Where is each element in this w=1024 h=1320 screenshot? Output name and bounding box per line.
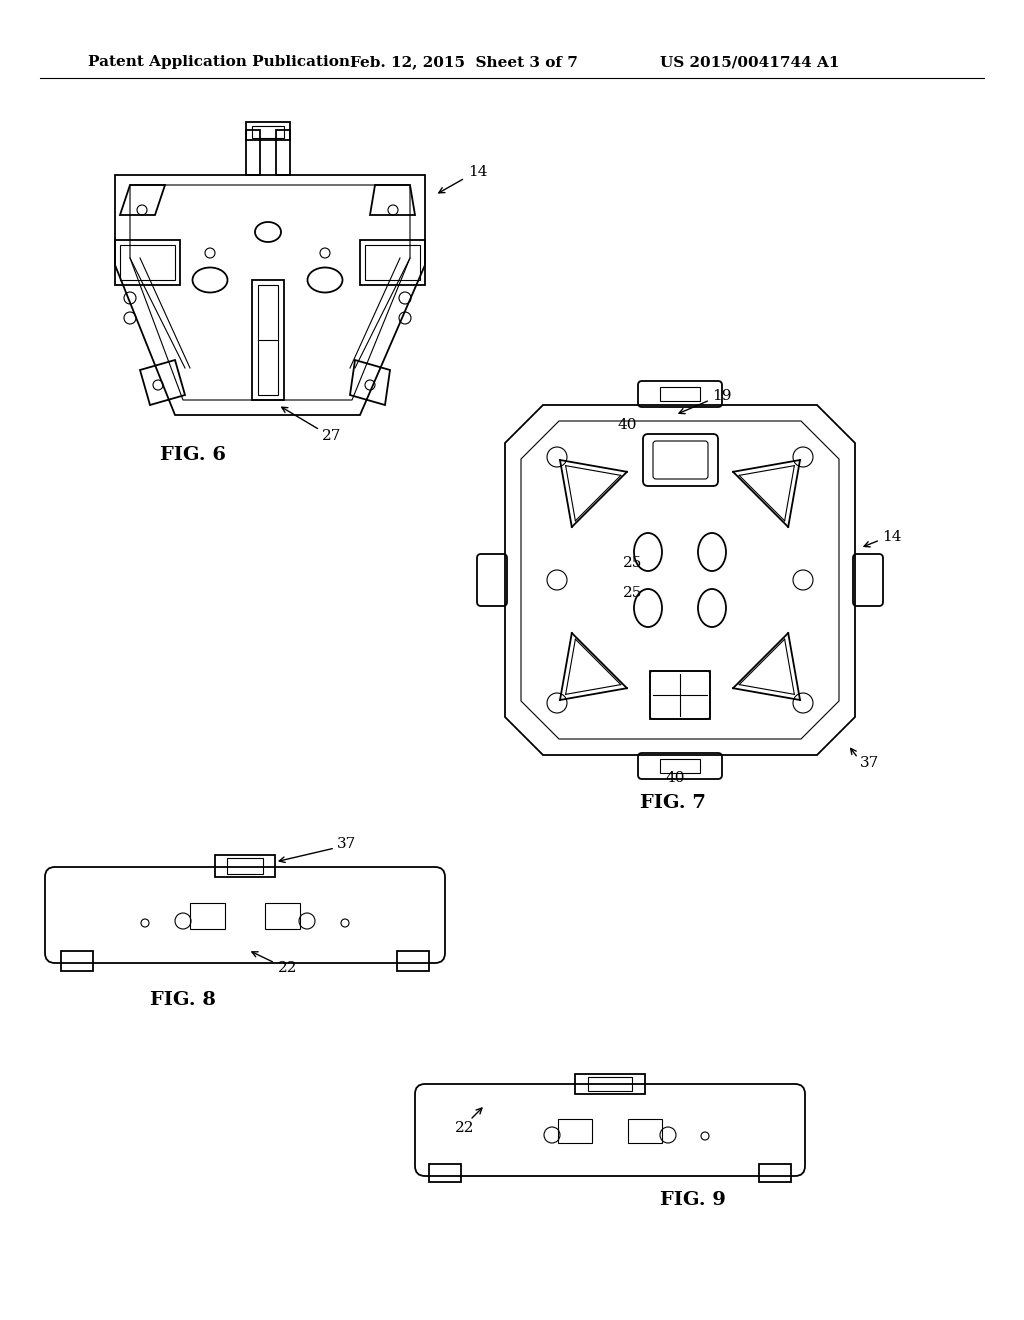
Bar bbox=[759, 1164, 791, 1181]
Bar bbox=[246, 121, 290, 140]
Bar bbox=[628, 1119, 662, 1143]
Bar bbox=[252, 125, 284, 139]
Bar bbox=[227, 858, 263, 874]
Text: Patent Application Publication: Patent Application Publication bbox=[88, 55, 350, 69]
Bar bbox=[120, 246, 175, 280]
Bar bbox=[558, 1119, 592, 1143]
Text: 40: 40 bbox=[617, 418, 637, 432]
Bar bbox=[61, 950, 93, 972]
Bar bbox=[265, 903, 300, 929]
Bar bbox=[190, 903, 225, 929]
Bar bbox=[252, 280, 284, 400]
Bar bbox=[650, 671, 710, 719]
Text: FIG. 8: FIG. 8 bbox=[150, 991, 216, 1008]
Bar bbox=[115, 240, 180, 285]
Bar bbox=[429, 1164, 461, 1181]
Text: 19: 19 bbox=[712, 389, 731, 403]
Bar bbox=[258, 285, 278, 395]
Text: FIG. 6: FIG. 6 bbox=[160, 446, 226, 465]
Bar bbox=[660, 387, 700, 401]
Text: 25: 25 bbox=[623, 586, 642, 601]
Bar bbox=[365, 246, 420, 280]
Bar bbox=[246, 129, 260, 176]
Text: 40: 40 bbox=[665, 771, 684, 785]
Text: 37: 37 bbox=[860, 756, 880, 770]
Text: US 2015/0041744 A1: US 2015/0041744 A1 bbox=[660, 55, 840, 69]
Text: Feb. 12, 2015  Sheet 3 of 7: Feb. 12, 2015 Sheet 3 of 7 bbox=[350, 55, 578, 69]
Bar bbox=[360, 240, 425, 285]
Text: 27: 27 bbox=[322, 429, 341, 444]
Text: 14: 14 bbox=[882, 531, 901, 544]
Text: 37: 37 bbox=[337, 837, 356, 851]
Text: FIG. 9: FIG. 9 bbox=[660, 1191, 726, 1209]
Text: 25: 25 bbox=[623, 556, 642, 570]
Text: 22: 22 bbox=[278, 961, 298, 975]
Bar bbox=[588, 1077, 632, 1092]
Bar bbox=[660, 759, 700, 774]
Bar bbox=[215, 855, 275, 876]
Bar bbox=[397, 950, 429, 972]
Text: 14: 14 bbox=[468, 165, 487, 180]
Bar bbox=[276, 129, 290, 176]
Text: FIG. 7: FIG. 7 bbox=[640, 795, 706, 812]
Text: 22: 22 bbox=[455, 1121, 474, 1135]
Bar bbox=[575, 1074, 645, 1094]
